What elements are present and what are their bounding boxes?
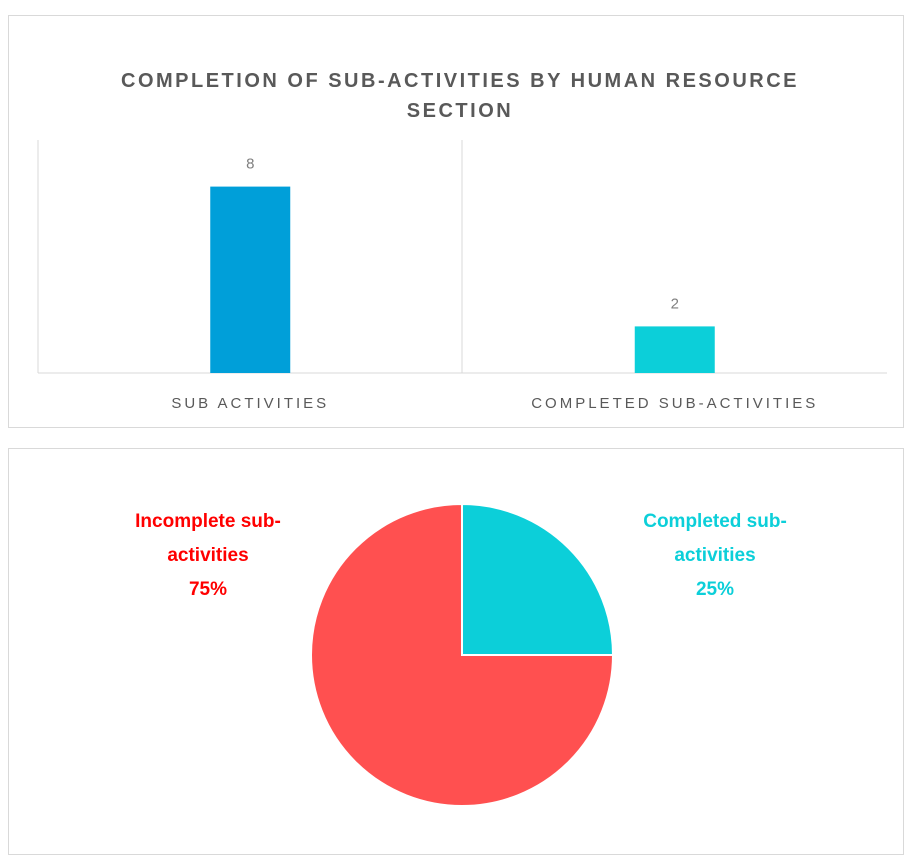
value-label: 8 <box>246 156 254 173</box>
slice-category: Incomplete sub-activities <box>135 511 281 566</box>
slice-value: 75% <box>188 579 228 600</box>
x-tick-label: COMPLETED SUB-ACTIVITIES <box>531 395 818 412</box>
slice-value: 25% <box>695 579 735 600</box>
bar <box>210 186 291 373</box>
pie-slice <box>461 502 615 656</box>
slice-label: Incomplete sub-activities 75% <box>133 505 283 607</box>
x-tick-label: SUB ACTIVITIES <box>171 395 329 412</box>
slice-label: Completed sub-activities 25% <box>640 505 790 607</box>
chart-title: COMPLETION OF SUB-ACTIVITIES BY HUMAN RE… <box>121 70 799 122</box>
slice-category: Completed sub-activities <box>643 511 787 566</box>
pie-slice <box>310 502 615 807</box>
value-label: 2 <box>671 295 679 312</box>
bar <box>634 326 715 373</box>
